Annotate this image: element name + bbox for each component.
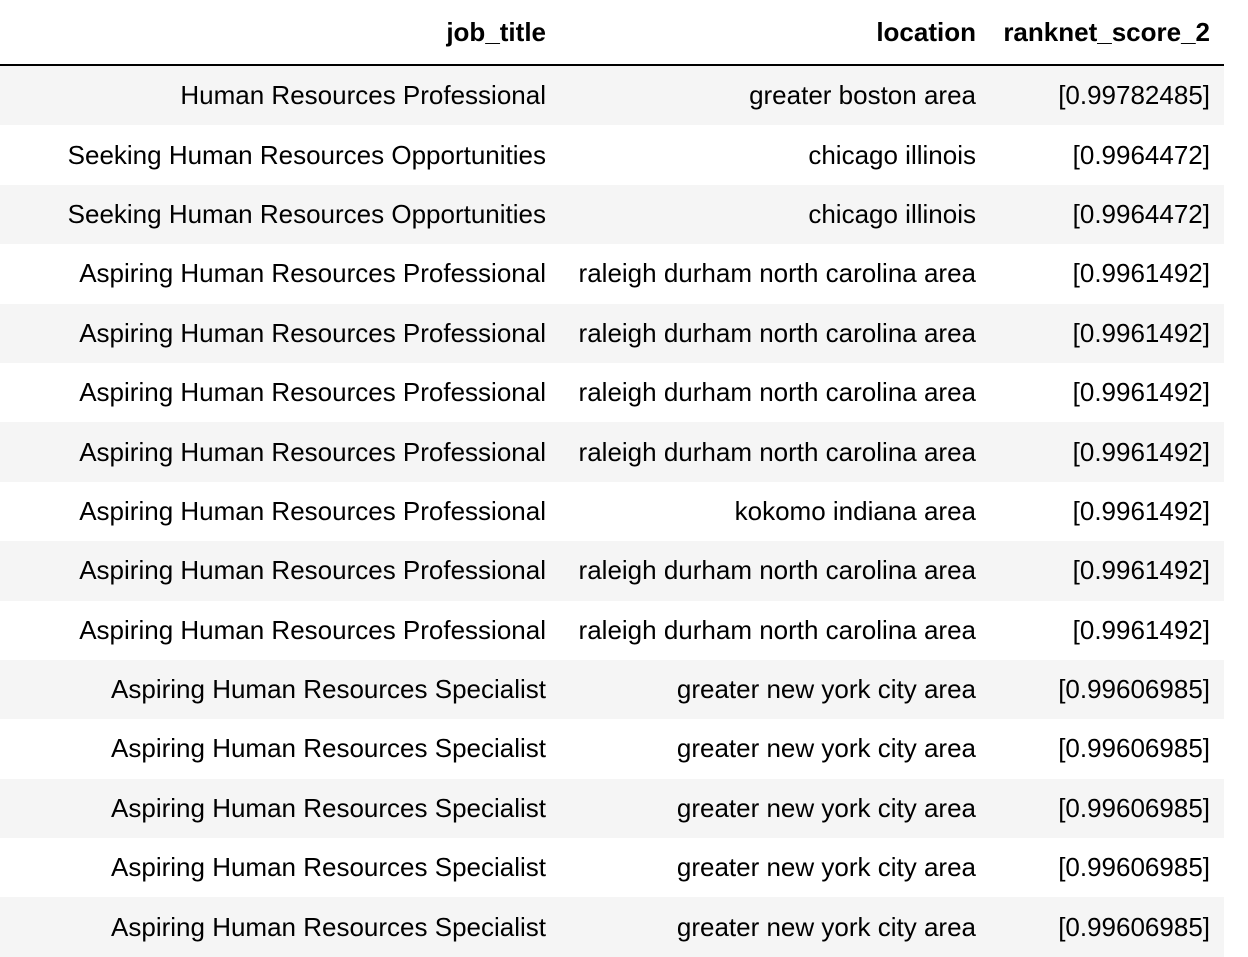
column-header-location: location	[560, 0, 990, 66]
cell-score: [0.99606985]	[1058, 792, 1210, 823]
cell-location: raleigh durham north carolina area	[578, 614, 976, 645]
cell-job-title: Aspiring Human Resources Specialist	[111, 792, 546, 823]
table-row: Aspiring Human Resources Professional ra…	[0, 541, 1224, 601]
cell-job-title: Aspiring Human Resources Specialist	[111, 852, 546, 883]
table-header: job_title location ranknet_score_2	[0, 0, 1224, 66]
cell-location: raleigh durham north carolina area	[578, 258, 976, 289]
cell-job-title: Aspiring Human Resources Professional	[79, 495, 546, 526]
cell-job-title: Aspiring Human Resources Professional	[79, 317, 546, 348]
cell-score: [0.9961492]	[1072, 436, 1210, 467]
table-row: Aspiring Human Resources Professional ra…	[0, 244, 1224, 304]
cell-location: raleigh durham north carolina area	[578, 377, 976, 408]
cell-score: [0.9961492]	[1072, 317, 1210, 348]
cell-location: greater new york city area	[676, 733, 976, 764]
cell-job-title: Human Resources Professional	[180, 80, 546, 111]
cell-score: [0.9964472]	[1072, 139, 1210, 170]
cell-job-title: Aspiring Human Resources Specialist	[111, 733, 546, 764]
table-row: Aspiring Human Resources Specialist grea…	[0, 719, 1224, 779]
cell-job-title: Aspiring Human Resources Specialist	[111, 911, 546, 942]
header-row: job_title location ranknet_score_2	[0, 0, 1224, 66]
table-row: Seeking Human Resources Opportunities ch…	[0, 125, 1224, 185]
cell-job-title: Aspiring Human Resources Professional	[79, 258, 546, 289]
table-row: Aspiring Human Resources Specialist grea…	[0, 897, 1224, 957]
cell-location: raleigh durham north carolina area	[578, 555, 976, 586]
table-row: Aspiring Human Resources Professional ra…	[0, 422, 1224, 482]
cell-score: [0.9961492]	[1072, 555, 1210, 586]
cell-score: [0.9961492]	[1072, 377, 1210, 408]
table-row: Human Resources Professional greater bos…	[0, 65, 1224, 126]
cell-location: chicago illinois	[808, 198, 976, 229]
cell-location: greater boston area	[749, 80, 976, 111]
table-row: Aspiring Human Resources Professional ko…	[0, 481, 1224, 542]
cell-job-title: Seeking Human Resources Opportunities	[67, 198, 546, 229]
cell-location: kokomo indiana area	[734, 495, 976, 526]
cell-location: greater new york city area	[676, 792, 976, 823]
cell-score: [0.9961492]	[1072, 495, 1210, 526]
table-body: Human Resources Professional greater bos…	[0, 65, 1224, 957]
column-header-ranknet-score: ranknet_score_2	[990, 0, 1224, 66]
cell-job-title: Aspiring Human Resources Professional	[79, 436, 546, 467]
cell-score: [0.99606985]	[1058, 674, 1210, 705]
cell-location: chicago illinois	[808, 139, 976, 170]
cell-location: greater new york city area	[676, 852, 976, 883]
table-row: Aspiring Human Resources Specialist grea…	[0, 778, 1224, 839]
cell-score: [0.9961492]	[1072, 614, 1210, 645]
cell-job-title: Aspiring Human Resources Specialist	[111, 674, 546, 705]
table-row: Aspiring Human Resources Specialist grea…	[0, 838, 1224, 898]
table-row: Aspiring Human Resources Specialist grea…	[0, 659, 1224, 720]
cell-location: greater new york city area	[676, 911, 976, 942]
table-row: Aspiring Human Resources Professional ra…	[0, 362, 1224, 423]
cell-job-title: Aspiring Human Resources Professional	[79, 614, 546, 645]
cell-score: [0.9964472]	[1072, 198, 1210, 229]
cell-score: [0.99606985]	[1058, 852, 1210, 883]
cell-job-title: Aspiring Human Resources Professional	[79, 377, 546, 408]
cell-location: raleigh durham north carolina area	[578, 317, 976, 348]
cell-score: [0.99782485]	[1058, 80, 1210, 111]
table-row: Seeking Human Resources Opportunities ch…	[0, 184, 1224, 245]
table-row: Aspiring Human Resources Professional ra…	[0, 600, 1224, 660]
cell-location: greater new york city area	[676, 674, 976, 705]
cell-job-title: Seeking Human Resources Opportunities	[67, 139, 546, 170]
cell-score: [0.9961492]	[1072, 258, 1210, 289]
cell-score: [0.99606985]	[1058, 911, 1210, 942]
cell-job-title: Aspiring Human Resources Professional	[79, 555, 546, 586]
column-header-job-title: job_title	[0, 0, 560, 66]
cell-score: [0.99606985]	[1058, 733, 1210, 764]
table-row: Aspiring Human Resources Professional ra…	[0, 303, 1224, 363]
cell-location: raleigh durham north carolina area	[578, 436, 976, 467]
